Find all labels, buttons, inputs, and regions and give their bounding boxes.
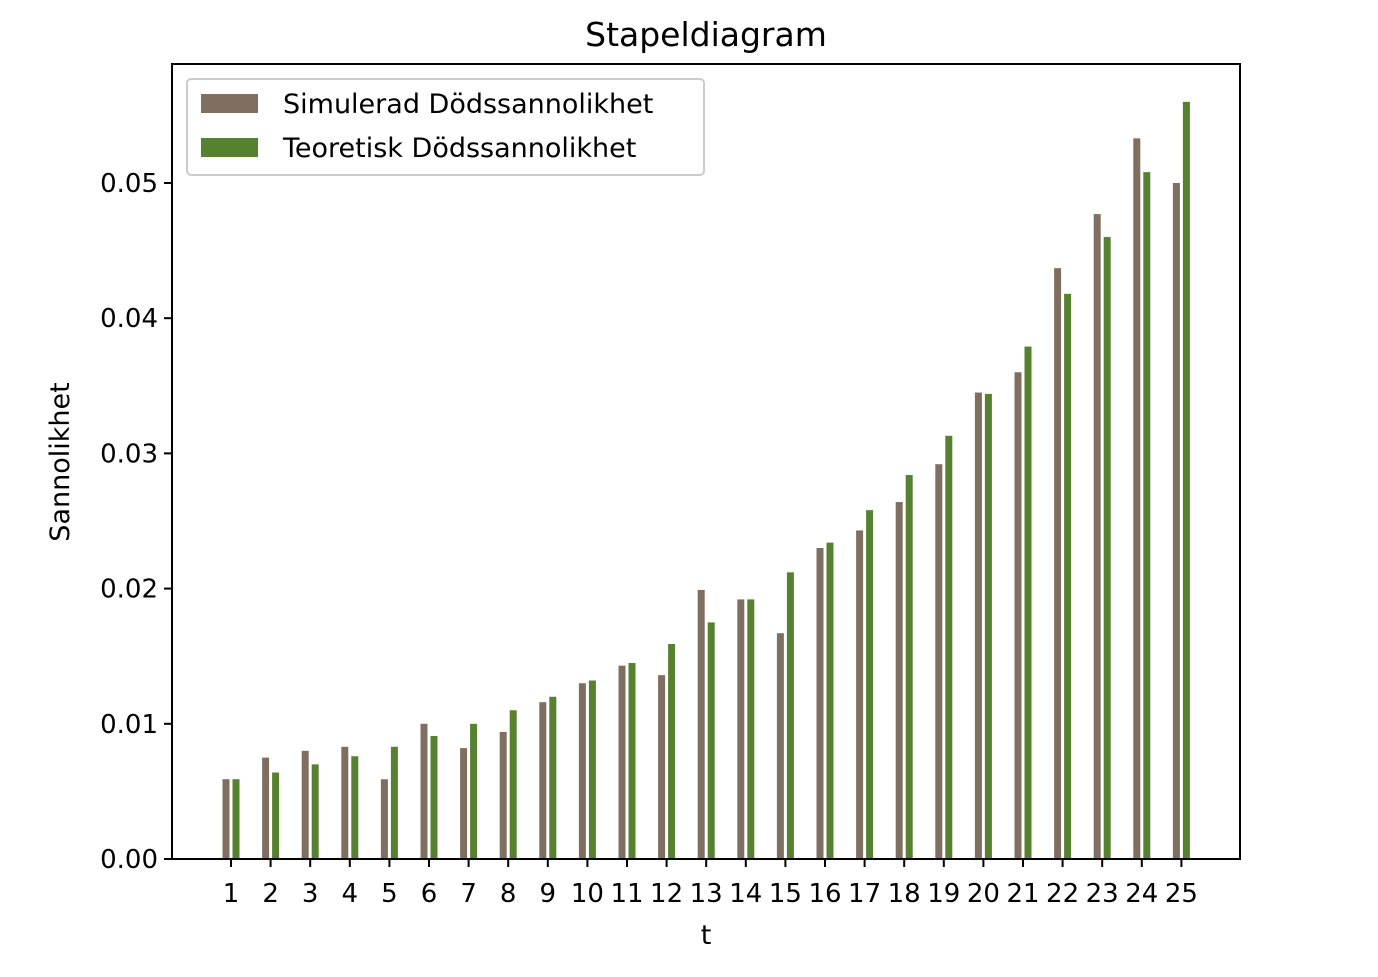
x-tick-label-21: 21 — [1006, 879, 1039, 909]
bar-teoretisk-9 — [549, 696, 557, 859]
bar-teoretisk-24 — [1143, 172, 1151, 859]
x-tick-label-19: 19 — [927, 879, 960, 909]
bar-simulerad-11 — [618, 665, 626, 859]
bar-simulerad-17 — [856, 530, 864, 859]
x-tick-label-14: 14 — [729, 879, 762, 909]
bar-teoretisk-10 — [588, 680, 596, 859]
bar-teoretisk-20 — [984, 393, 992, 859]
legend-label-teoretisk: Teoretisk Dödssannolikhet — [282, 133, 636, 164]
bar-simulerad-14 — [737, 599, 745, 859]
x-tick-label-11: 11 — [610, 879, 643, 909]
x-axis-ticks: 1 2 3 4 5 6 7 8 9 10 11 12 13 14 15 16 17 18 19 20 21 22 23 24 2… — [223, 859, 1198, 909]
y-tick-label-3: 0.03 — [100, 439, 158, 469]
x-tick-label-4: 4 — [342, 879, 359, 909]
bar-simulerad-16 — [816, 548, 824, 859]
legend-box — [186, 78, 705, 176]
y-tick-label-5: 0.05 — [100, 169, 158, 199]
x-tick-label-24: 24 — [1125, 879, 1158, 909]
bar-teoretisk-19 — [945, 435, 953, 859]
bar-simulerad-24 — [1133, 138, 1141, 860]
bar-teoretisk-11 — [628, 662, 636, 859]
bar-simulerad-10 — [578, 683, 586, 859]
x-axis-label: t — [701, 920, 712, 951]
bar-teoretisk-17 — [866, 510, 874, 859]
bar-simulerad-5 — [380, 779, 388, 859]
bar-simulerad-2 — [262, 757, 270, 859]
bar-teoretisk-12 — [668, 644, 676, 859]
bar-teoretisk-5 — [390, 746, 398, 859]
x-tick-label-25: 25 — [1165, 879, 1198, 909]
x-tick-label-7: 7 — [460, 879, 477, 909]
bar-simulerad-23 — [1093, 214, 1101, 859]
bar-teoretisk-16 — [826, 542, 834, 859]
bar-simulerad-1 — [222, 779, 230, 859]
x-tick-label-15: 15 — [769, 879, 802, 909]
bar-simulerad-13 — [697, 589, 705, 859]
bar-teoretisk-6 — [430, 735, 438, 859]
bar-simulerad-12 — [658, 675, 666, 859]
x-tick-label-20: 20 — [967, 879, 1000, 909]
x-tick-label-13: 13 — [690, 879, 723, 909]
bar-teoretisk-14 — [747, 599, 755, 859]
x-tick-label-1: 1 — [223, 879, 240, 909]
bar-simulerad-7 — [460, 748, 468, 859]
x-tick-label-5: 5 — [381, 879, 398, 909]
x-tick-label-2: 2 — [262, 879, 279, 909]
bar-simulerad-25 — [1172, 182, 1180, 860]
bar-teoretisk-25 — [1182, 101, 1190, 860]
x-tick-label-22: 22 — [1046, 879, 1079, 909]
y-axis-ticks: 0.00 0.01 0.02 0.03 0.04 0.05 — [100, 169, 172, 875]
x-tick-label-8: 8 — [500, 879, 517, 909]
bar-teoretisk-23 — [1103, 237, 1111, 859]
x-tick-label-17: 17 — [848, 879, 881, 909]
bar-simulerad-6 — [420, 723, 428, 859]
bar-simulerad-15 — [776, 633, 784, 859]
plot-frame — [171, 63, 1241, 860]
bar-simulerad-19 — [935, 464, 943, 859]
y-tick-label-1: 0.01 — [100, 710, 158, 740]
bar-teoretisk-2 — [272, 772, 280, 859]
legend-swatch-teoretisk — [201, 138, 258, 157]
x-tick-label-9: 9 — [540, 879, 557, 909]
bar-teoretisk-22 — [1064, 293, 1072, 860]
bar-simulerad-22 — [1054, 268, 1062, 859]
y-tick-label-4: 0.04 — [100, 304, 158, 334]
x-tick-label-12: 12 — [650, 879, 683, 909]
bar-teoretisk-3 — [311, 764, 319, 859]
bar-simulerad-18 — [895, 502, 903, 859]
x-tick-label-10: 10 — [571, 879, 604, 909]
x-tick-label-16: 16 — [808, 879, 841, 909]
legend-label-simulerad: Simulerad Dödssannolikhet — [283, 89, 653, 120]
x-tick-label-6: 6 — [421, 879, 438, 909]
y-axis-label: Sannolikhet — [45, 382, 76, 541]
legend-swatch-simulerad — [201, 94, 258, 113]
bar-simulerad-20 — [974, 392, 982, 859]
bar-teoretisk-8 — [509, 710, 517, 859]
bar-teoretisk-13 — [707, 622, 715, 859]
bar-teoretisk-1 — [232, 779, 240, 859]
y-tick-label-0: 0.00 — [100, 845, 158, 875]
x-tick-label-23: 23 — [1086, 879, 1119, 909]
bar-simulerad-21 — [1014, 372, 1022, 859]
bar-teoretisk-18 — [905, 475, 913, 859]
x-tick-label-3: 3 — [302, 879, 319, 909]
bar-simulerad-3 — [301, 750, 309, 859]
bar-teoretisk-21 — [1024, 346, 1032, 860]
bar-simulerad-8 — [499, 731, 507, 859]
x-tick-label-18: 18 — [888, 879, 921, 909]
bar-teoretisk-15 — [786, 572, 794, 859]
bar-simulerad-9 — [539, 702, 547, 859]
bar-simulerad-4 — [341, 746, 349, 859]
bar-teoretisk-7 — [470, 723, 478, 859]
bars-layer — [222, 101, 1190, 860]
bar-teoretisk-4 — [351, 756, 359, 859]
legend: Simulerad Dödssannolikhet Teoretisk Döds… — [186, 78, 705, 176]
chart-title: Stapeldiagram — [585, 15, 827, 54]
y-tick-label-2: 0.02 — [100, 575, 158, 605]
